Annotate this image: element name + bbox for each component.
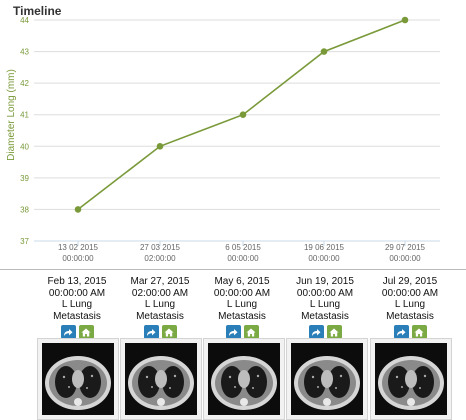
study-column: Mar 27, 2015 02:00:00 AM L Lung Metastas…: [117, 276, 203, 339]
study-finding: Metastasis: [136, 310, 184, 322]
y-axis-label: Diameter Long (mm): [6, 69, 17, 161]
share-arrow-icon: [147, 328, 156, 336]
share-arrow-icon: [312, 328, 321, 336]
x-tick-label: 02:00:00: [144, 254, 176, 263]
share-button[interactable]: [393, 325, 409, 339]
study-location: L Lung: [226, 299, 258, 310]
x-tick-label: 00:00:00: [308, 254, 340, 263]
x-tick-label: 13 02 2015: [58, 243, 99, 252]
study-column: Feb 13, 2015 00:00:00 AM L Lung Metastas…: [34, 276, 120, 339]
study-finding: Metastasis: [386, 310, 434, 322]
study-finding: Metastasis: [53, 310, 101, 322]
y-tick-label: 41: [20, 111, 29, 120]
timeline-chart: 37 38 39 40 41 42 43 44 13 02 2015 00:00:00 27 03…: [6, 16, 440, 263]
share-button[interactable]: [225, 325, 241, 339]
y-tick-label: 43: [20, 48, 29, 57]
data-point[interactable]: [401, 16, 409, 24]
study-column: Jul 29, 2015 00:00:00 AM L Lung Metastas…: [367, 276, 453, 339]
home-button[interactable]: [326, 325, 342, 339]
share-button[interactable]: [143, 325, 159, 339]
x-tick-label: 29 07 2015: [385, 243, 426, 252]
chart-title: Timeline: [13, 4, 62, 18]
study-time: 00:00:00 AM: [213, 287, 271, 299]
study-finding: Metastasis: [301, 310, 349, 322]
x-tick-label: 00:00:00: [62, 254, 94, 263]
share-button[interactable]: [60, 325, 76, 339]
y-tick-label: 37: [20, 237, 29, 246]
study-date: Mar 27, 2015: [130, 276, 190, 287]
home-button[interactable]: [78, 325, 94, 339]
study-date: Feb 13, 2015: [47, 276, 107, 287]
y-tick-label: 42: [20, 79, 29, 88]
study-location: L Lung: [61, 299, 93, 310]
home-icon: [246, 328, 256, 336]
study-date: May 6, 2015: [214, 276, 270, 287]
data-point[interactable]: [320, 48, 328, 55]
data-point[interactable]: [74, 206, 82, 213]
study-column: Jun 19, 2015 00:00:00 AM L Lung Metastas…: [282, 276, 368, 339]
home-icon: [164, 328, 174, 336]
ct-scan-thumbnail[interactable]: [370, 338, 452, 420]
ct-scan-thumbnail[interactable]: [120, 338, 202, 420]
home-icon: [414, 328, 424, 336]
ct-scan-thumbnail[interactable]: [203, 338, 285, 420]
x-tick-label: 6 05 2015: [225, 243, 261, 252]
study-finding: Metastasis: [218, 310, 266, 322]
study-time: 02:00:00 AM: [131, 287, 189, 299]
data-point[interactable]: [239, 111, 247, 119]
home-button[interactable]: [161, 325, 177, 339]
share-button[interactable]: [308, 325, 324, 339]
x-tick-label: 00:00:00: [227, 254, 259, 263]
y-tick-label: 39: [20, 174, 29, 183]
study-time: 00:00:00 AM: [296, 287, 354, 299]
home-icon: [81, 328, 91, 336]
x-tick-label: 27 03 2015: [140, 243, 181, 252]
study-date: Jun 19, 2015: [296, 276, 354, 287]
y-tick-label: 40: [20, 142, 29, 151]
ct-scan-thumbnail[interactable]: [37, 338, 119, 420]
study-time: 00:00:00 AM: [48, 287, 106, 299]
y-tick-label: 44: [20, 16, 29, 25]
study-date: Jul 29, 2015: [382, 276, 438, 287]
share-arrow-icon: [229, 328, 238, 336]
data-point[interactable]: [156, 142, 164, 150]
share-arrow-icon: [397, 328, 406, 336]
studies-panel: Feb 13, 2015 00:00:00 AM L Lung Metastas…: [0, 269, 466, 420]
y-tick-label: 38: [20, 205, 29, 214]
home-icon: [329, 328, 339, 336]
study-time: 00:00:00 AM: [381, 287, 439, 299]
share-arrow-icon: [64, 328, 73, 336]
x-tick-label: 19 06 2015: [304, 243, 345, 252]
home-button[interactable]: [411, 325, 427, 339]
study-column: May 6, 2015 00:00:00 AM L Lung Metastasi…: [199, 276, 285, 339]
study-location: L Lung: [394, 299, 426, 310]
study-location: L Lung: [309, 299, 341, 310]
ct-scan-thumbnail[interactable]: [286, 338, 368, 420]
study-location: L Lung: [144, 299, 176, 310]
x-tick-label: 00:00:00: [389, 254, 421, 263]
home-button[interactable]: [243, 325, 259, 339]
